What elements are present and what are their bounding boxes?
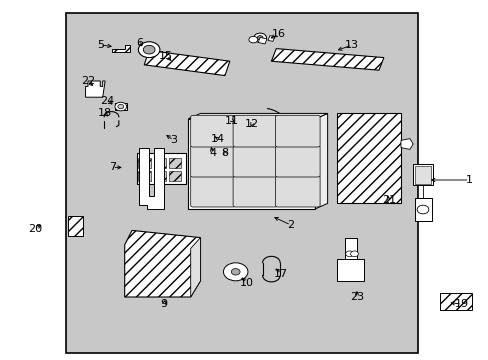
Polygon shape bbox=[200, 115, 242, 131]
Polygon shape bbox=[267, 36, 274, 41]
Polygon shape bbox=[190, 238, 200, 297]
Text: 18: 18 bbox=[98, 108, 112, 118]
Polygon shape bbox=[204, 138, 215, 146]
FancyBboxPatch shape bbox=[275, 145, 320, 177]
Text: 20: 20 bbox=[28, 224, 42, 234]
Polygon shape bbox=[315, 113, 327, 209]
Text: 19: 19 bbox=[454, 299, 468, 309]
Polygon shape bbox=[124, 230, 200, 297]
Polygon shape bbox=[66, 13, 417, 353]
Polygon shape bbox=[137, 153, 185, 184]
Text: 7: 7 bbox=[109, 162, 116, 172]
Circle shape bbox=[115, 102, 126, 111]
Polygon shape bbox=[271, 49, 383, 70]
Text: 21: 21 bbox=[381, 195, 395, 205]
Polygon shape bbox=[198, 124, 217, 137]
Text: 15: 15 bbox=[159, 51, 173, 61]
Polygon shape bbox=[115, 103, 127, 110]
Circle shape bbox=[350, 251, 358, 257]
Polygon shape bbox=[414, 198, 431, 221]
Text: 12: 12 bbox=[244, 119, 258, 129]
Text: 23: 23 bbox=[349, 292, 363, 302]
Text: 16: 16 bbox=[271, 29, 285, 39]
Circle shape bbox=[143, 45, 155, 54]
Polygon shape bbox=[414, 166, 430, 184]
Text: 17: 17 bbox=[274, 269, 287, 279]
Polygon shape bbox=[344, 238, 356, 259]
Circle shape bbox=[257, 36, 263, 40]
Polygon shape bbox=[412, 164, 432, 185]
Polygon shape bbox=[217, 140, 227, 148]
Polygon shape bbox=[337, 259, 364, 281]
FancyBboxPatch shape bbox=[233, 145, 277, 177]
Polygon shape bbox=[188, 119, 315, 209]
Text: 8: 8 bbox=[221, 148, 228, 158]
Circle shape bbox=[118, 104, 123, 109]
Polygon shape bbox=[153, 171, 165, 181]
Circle shape bbox=[231, 269, 240, 275]
Text: 13: 13 bbox=[345, 40, 358, 50]
Polygon shape bbox=[85, 81, 105, 97]
Text: 3: 3 bbox=[170, 135, 177, 145]
Circle shape bbox=[138, 42, 160, 58]
FancyBboxPatch shape bbox=[190, 145, 235, 177]
FancyBboxPatch shape bbox=[233, 175, 277, 207]
Text: 5: 5 bbox=[97, 40, 103, 50]
Polygon shape bbox=[153, 158, 165, 168]
FancyBboxPatch shape bbox=[190, 115, 235, 147]
Circle shape bbox=[416, 205, 428, 214]
Text: 6: 6 bbox=[136, 38, 142, 48]
Text: 11: 11 bbox=[225, 116, 239, 126]
Text: 4: 4 bbox=[209, 148, 216, 158]
Polygon shape bbox=[168, 171, 181, 181]
Circle shape bbox=[253, 33, 266, 42]
Text: 1: 1 bbox=[465, 175, 472, 185]
FancyBboxPatch shape bbox=[233, 115, 277, 147]
Polygon shape bbox=[138, 158, 150, 168]
Polygon shape bbox=[439, 293, 471, 310]
FancyBboxPatch shape bbox=[275, 175, 320, 207]
Polygon shape bbox=[68, 216, 83, 236]
FancyBboxPatch shape bbox=[275, 115, 320, 147]
Text: 14: 14 bbox=[210, 134, 224, 144]
FancyBboxPatch shape bbox=[190, 175, 235, 207]
Polygon shape bbox=[144, 50, 229, 76]
Polygon shape bbox=[337, 113, 400, 203]
Polygon shape bbox=[400, 139, 412, 149]
Polygon shape bbox=[139, 148, 163, 209]
Polygon shape bbox=[168, 158, 181, 168]
Text: 9: 9 bbox=[160, 299, 167, 309]
Polygon shape bbox=[188, 113, 327, 119]
Circle shape bbox=[345, 251, 353, 257]
Text: 24: 24 bbox=[100, 96, 115, 106]
Text: 22: 22 bbox=[81, 76, 95, 86]
Polygon shape bbox=[112, 45, 129, 52]
Polygon shape bbox=[138, 171, 150, 181]
Text: 2: 2 bbox=[287, 220, 294, 230]
Circle shape bbox=[223, 263, 247, 281]
Text: 10: 10 bbox=[240, 278, 253, 288]
Polygon shape bbox=[258, 37, 266, 44]
Circle shape bbox=[248, 36, 257, 43]
